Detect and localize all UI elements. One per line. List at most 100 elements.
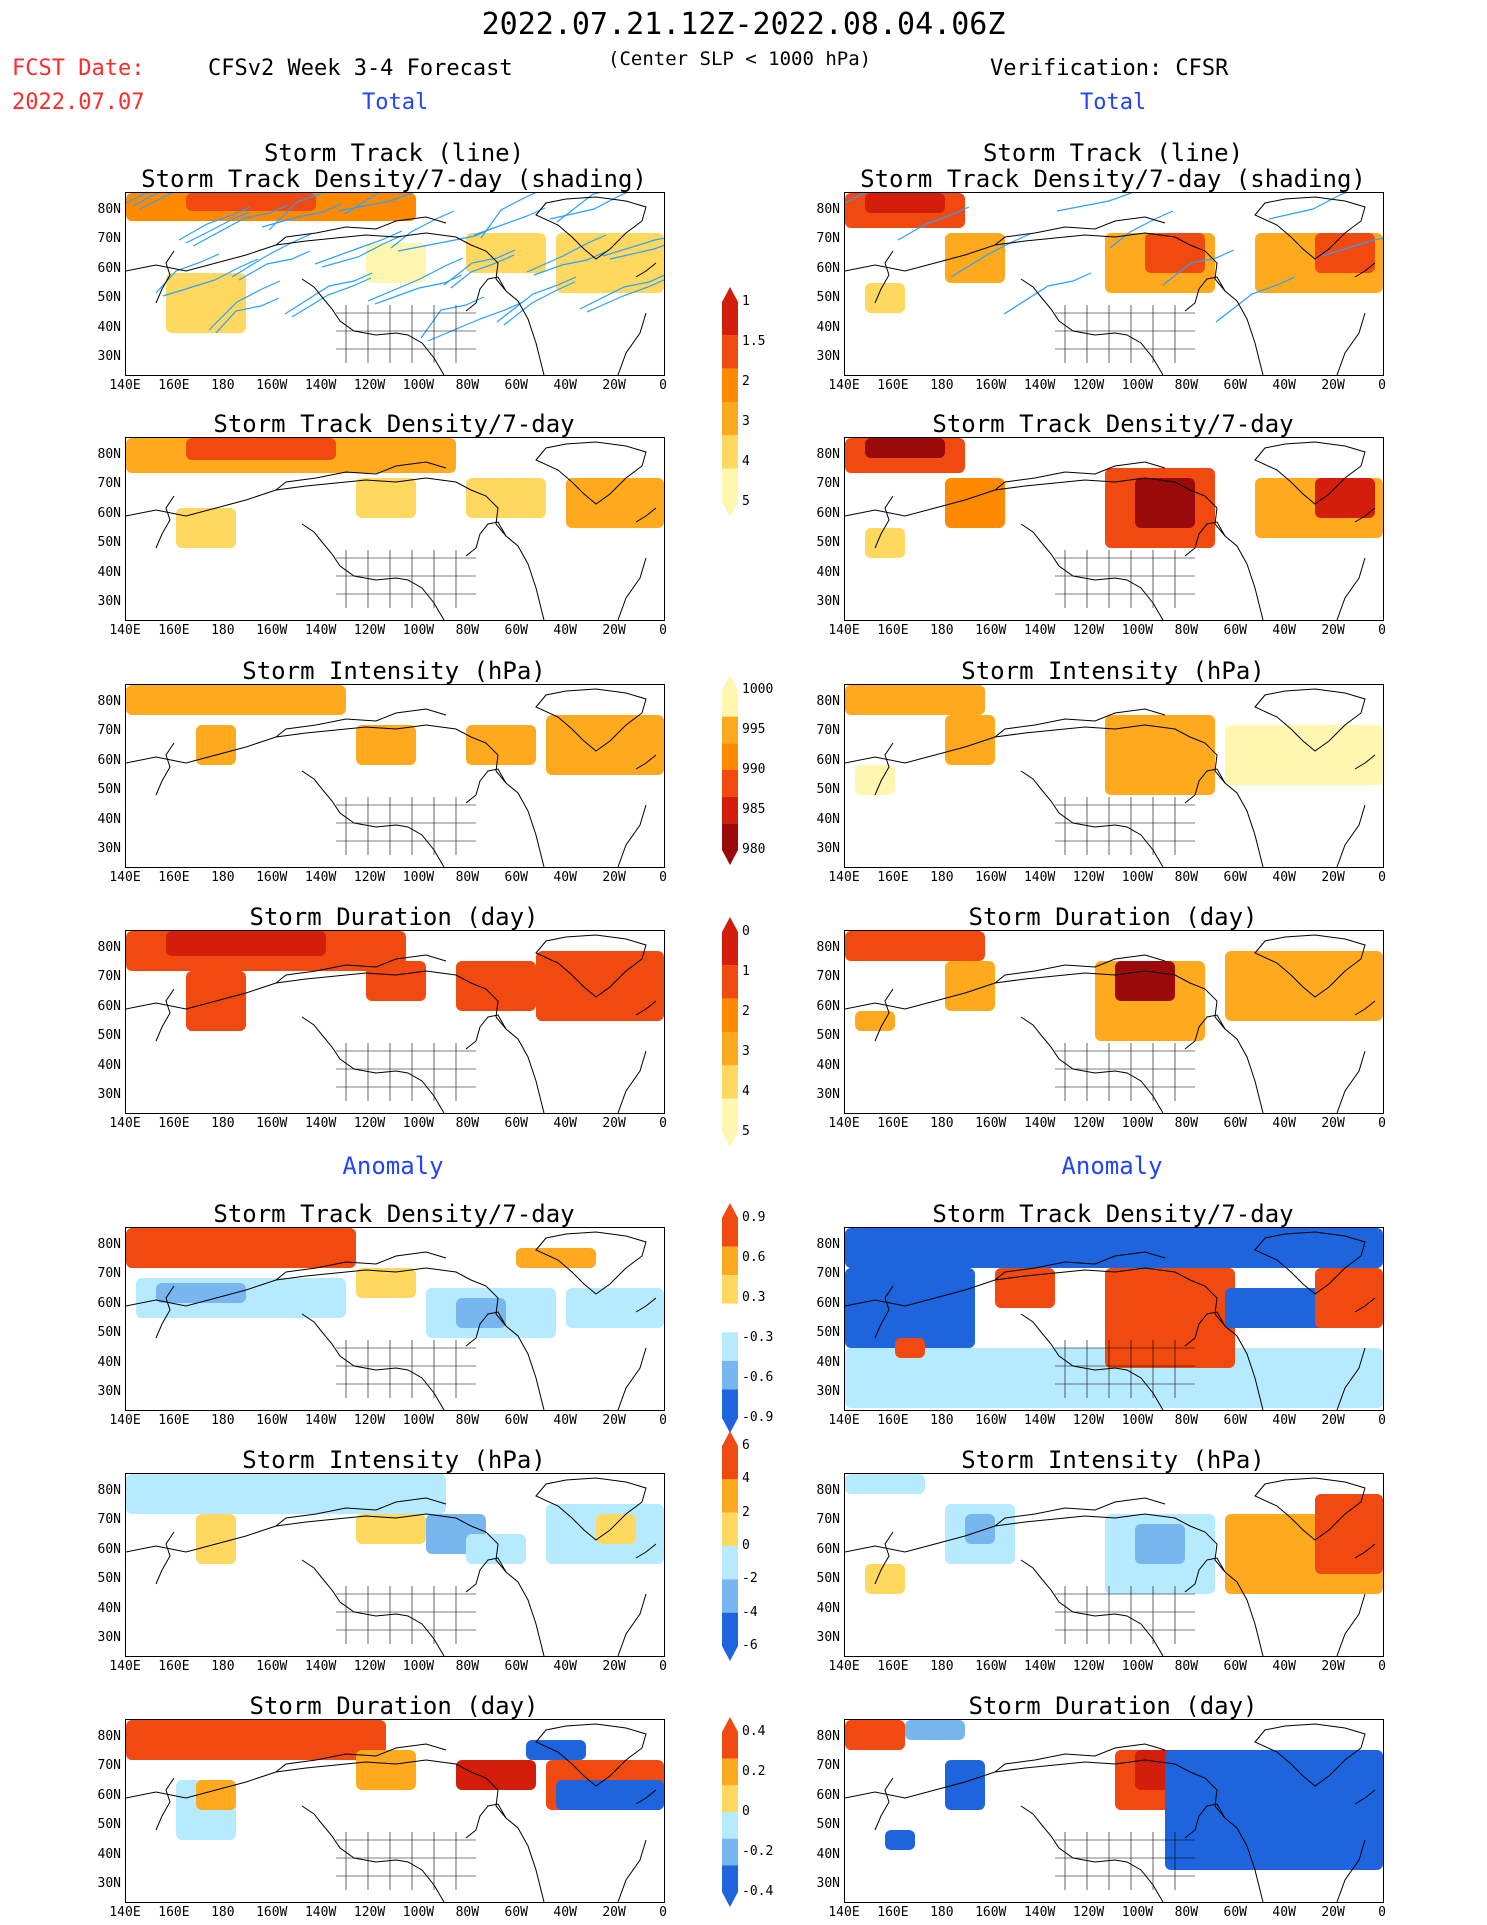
lon-label: 60W [504,1413,528,1428]
map-svg [845,1720,1383,1902]
colorbar-segment [722,1389,738,1418]
coastline [535,934,647,998]
shaded-region [855,765,895,795]
lon-label: 60W [1223,1659,1247,1674]
coastline [126,477,545,620]
colorbar-arrow-bottom [722,502,738,517]
colorbar-tick-label: 990 [742,762,766,777]
lon-label: 140W [1023,1413,1056,1428]
lon-label: 160W [975,1659,1007,1674]
lon-label: 0 [1378,378,1386,393]
map-svg [126,1720,664,1902]
lat-label: 80N [816,1237,840,1252]
coastline [301,770,445,867]
lat-label: 40N [816,1846,840,1862]
track-title: Storm Track (line) [982,139,1244,167]
coastline [845,477,1264,620]
coastline [155,1531,175,1585]
coastline [1354,507,1376,523]
shaded-region [556,1780,664,1810]
colorbar-segment [722,1360,738,1390]
shaded-region [186,438,336,460]
map-panel-track-forecast [125,192,665,376]
map-svg [126,931,664,1113]
coastline [465,768,507,804]
coastline [1184,1557,1226,1593]
coastline [126,970,545,1113]
shaded-region [865,1564,905,1594]
coastline [535,1723,647,1787]
colorbar-tick-label: -4 [742,1604,758,1620]
coastline [1336,1347,1366,1410]
lat-label: 60N [816,1541,840,1557]
colorbar-tick-label: 2 [742,1004,750,1019]
storm-track-line [427,301,524,342]
storm-track-line [845,193,869,204]
coastline [465,1311,507,1347]
colorbar-duration [716,917,746,1151]
coastline [994,461,1166,491]
lon-label: 160W [975,378,1007,393]
lon-label: 80W [455,1413,480,1428]
coastlines [126,1477,657,1656]
coastline [617,1347,647,1410]
colorbar-tick-label: 2 [742,1504,750,1520]
lon-label: 120W [1072,1116,1105,1131]
lat-label: 40N [816,319,840,335]
storm-track-line [367,257,464,302]
colorbar-tick-label: 0 [742,1538,750,1553]
lon-label: 140W [1023,1116,1056,1131]
shaded-region [166,931,326,956]
coastline [465,521,507,557]
shaded-region [366,961,426,1001]
lat-label: 60N [97,505,121,521]
lon-label: 120W [1072,378,1105,393]
lon-label: 140W [1023,1905,1056,1920]
lat-label: 50N [97,1028,121,1044]
coastline [301,1559,445,1656]
fcst-date-value: 2022.07.07 [12,90,145,115]
shaded-region [516,1248,596,1268]
storm-track-line [443,249,516,286]
lon-label: 140W [1023,1659,1056,1674]
storm-track-line [1268,193,1347,220]
colorbar-tick-label: 0.2 [742,1764,766,1779]
lon-label: 40W [553,1659,577,1674]
lat-label: 60N [816,998,840,1014]
colorbar-segment [722,1218,738,1247]
coastlines [126,688,657,867]
lat-label: 70N [816,969,840,985]
density-title: Storm Track Density/7-day [932,1200,1294,1228]
coastline [535,1231,647,1295]
lon-label: 40W [553,623,577,638]
lon-label: 180 [211,1659,235,1674]
lon-label: 20W [602,1116,626,1131]
colorbar-segment [722,770,738,797]
colorbar-intensity [716,675,746,869]
coastline [1336,1050,1366,1113]
lat-label: 30N [816,594,840,609]
coastline [275,1497,447,1527]
density-title: Storm Track Density/7-day [932,410,1294,438]
colorbar-arrow-bottom [722,1646,738,1661]
lat-label: 60N [816,260,840,276]
coastline [1336,804,1366,867]
coastline [275,1251,447,1281]
coastline [1254,196,1366,260]
lat-label: 40N [816,1600,840,1616]
duration-title: Storm Duration (day) [249,1692,539,1720]
colorbar-segment [722,1098,738,1132]
lon-label: 60W [504,378,528,393]
lon-label: 160E [158,378,190,393]
lon-label: 120W [353,378,386,393]
coastline [994,1743,1166,1773]
lon-label: 100W [1121,1905,1154,1920]
lat-label: 30N [97,1087,121,1102]
shaded-region [536,951,664,1021]
coastline [845,232,1264,375]
storm-track-line [1215,276,1296,323]
lat-label: 80N [816,940,840,955]
storm-track-line [503,281,576,326]
lat-label: 40N [97,1354,121,1370]
lon-label: 140W [304,1905,337,1920]
